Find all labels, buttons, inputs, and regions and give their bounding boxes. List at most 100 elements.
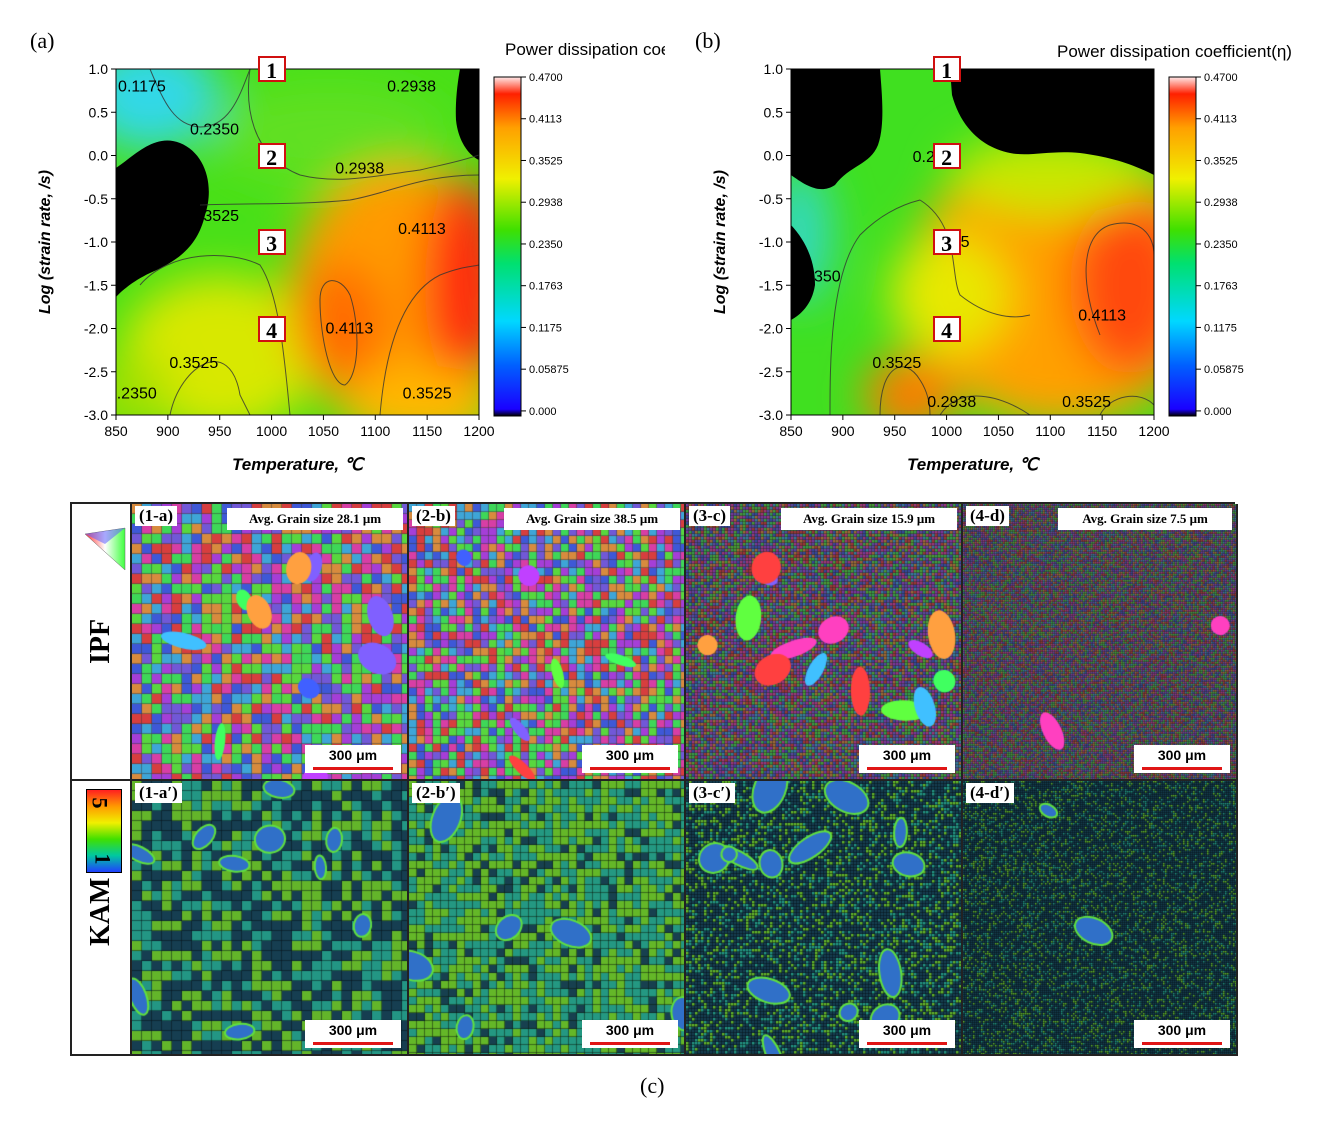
y-tick-label: -2.0 [759, 321, 783, 337]
colorbar-tick-label: 0.1175 [1204, 322, 1237, 334]
y-tick-label: -2.5 [759, 364, 783, 380]
avg-grain-size-label: Avg. Grain size 7.5 μm [1058, 508, 1232, 530]
contour-label: 0.2938 [387, 78, 436, 95]
y-tick-label: 0.0 [764, 148, 784, 164]
scale-bar-line [590, 767, 670, 770]
scale-bar-label: 300 μm [328, 747, 378, 763]
colorbar-tick-label: 0.1175 [529, 322, 562, 334]
y-tick-label: -3.0 [84, 407, 108, 423]
x-tick-label: 1000 [931, 423, 962, 439]
colorbar-tick-label: 0.2350 [1204, 239, 1238, 251]
micrograph-texture [132, 504, 407, 779]
ipf-row-label: IPF [85, 618, 116, 664]
micrograph-texture [132, 781, 407, 1054]
contour-label: 0.3525 [169, 355, 218, 372]
micrograph-texture [686, 781, 961, 1054]
y-tick-label: -0.5 [759, 191, 783, 207]
colorbar-tick-label: 0.1763 [1204, 281, 1238, 293]
x-tick-label: 900 [156, 423, 180, 439]
colorbar-tick-label: 0.2938 [529, 197, 563, 209]
y-tick-label: -0.5 [84, 191, 108, 207]
micrograph-tag: (2-b) [412, 506, 455, 526]
scale-bar: 300 μm [1134, 745, 1230, 773]
map-a-colorbar [493, 76, 522, 417]
scale-bar: 300 μm [859, 745, 955, 773]
map-b-colorbar-title: Power dissipation coefficient(η) [1057, 42, 1292, 61]
scale-bar-line [313, 767, 393, 770]
y-tick-label: -2.5 [84, 364, 108, 380]
x-axis-title: Temperature, ℃ [232, 455, 366, 474]
contour-label: 0.2938 [927, 394, 976, 411]
y-tick-label: -3.0 [759, 407, 783, 423]
condition-marker: 2 [257, 142, 286, 170]
x-tick-label: 850 [779, 423, 803, 439]
contour-label: 0.2 [913, 149, 935, 166]
micrograph-tag: (3-c) [689, 506, 731, 526]
contour-label: 0. [457, 91, 470, 108]
y-axis-title: Log (strain rate, /s) [37, 170, 54, 314]
map-a-axes: 850 900 950 1000 1050 1100 1150 1200 1.0 0.5 0.0 -0… [37, 61, 495, 474]
y-tick-label: -1.5 [84, 277, 108, 293]
kam-legend-min: 1 [90, 853, 116, 865]
x-tick-label: 1050 [983, 423, 1014, 439]
map-a-colorbar-ticks: 0.4700 0.4113 0.3525 0.2938 0.2350 0.1763 0.11… [521, 72, 569, 418]
kam-map: (4-d′) 300 μm [963, 781, 1238, 1056]
y-tick-label: 1.0 [89, 61, 109, 77]
x-tick-label: 950 [208, 423, 232, 439]
contour-label: 0.1175 [118, 78, 166, 95]
micrograph-tag: (2-b′) [412, 783, 460, 803]
contour-label: .2350 [117, 385, 157, 402]
y-tick-label: -2.0 [84, 321, 108, 337]
x-tick-label: 1100 [360, 423, 390, 439]
colorbar-tick-label: 0.4700 [529, 72, 563, 84]
avg-grain-size-label: Avg. Grain size 38.5 μm [504, 508, 680, 530]
y-tick-label: -1.0 [84, 234, 108, 250]
micrograph-texture [963, 781, 1236, 1054]
ipf-map: (2-b) Avg. Grain size 38.5 μm 300 μm [409, 504, 686, 781]
scale-bar-label: 300 μm [1157, 1022, 1207, 1038]
x-tick-label: 1050 [308, 423, 339, 439]
contour-label: 350 [814, 269, 841, 286]
kam-map: (2-b′) 300 μm [409, 781, 686, 1056]
colorbar-tick-label: 0.4113 [1204, 114, 1237, 126]
x-tick-label: 900 [831, 423, 855, 439]
scale-bar: 300 μm [859, 1020, 955, 1048]
micrograph-tag: (4-d′) [966, 783, 1014, 803]
processing-map-a: 850 900 950 1000 1050 1100 1150 1200 1.0 0.5 0.0 -0… [37, 40, 665, 474]
colorbar-tick-label: 0.3525 [1204, 155, 1238, 167]
ipf-map: (1-a) Avg. Grain size 28.1 μm 300 μm [132, 504, 409, 781]
x-tick-label: 950 [883, 423, 907, 439]
scale-bar-line [1142, 1042, 1222, 1045]
map-b-colorbar [1168, 76, 1197, 417]
colorbar-tick-label: 0.2350 [529, 239, 563, 251]
condition-marker: 1 [932, 56, 961, 83]
scale-bar: 300 μm [1134, 1020, 1230, 1048]
panel-a-label: (a) [30, 28, 55, 53]
scale-bar: 300 μm [582, 1020, 678, 1048]
processing-map-b: 850 900 950 1000 1050 1100 1150 1200 1.0 0.5 0.0 -0… [712, 42, 1292, 474]
map-b-field [791, 69, 1154, 415]
ebsd-grid: IPF 5 1 KAM (1-a) Avg. Grain size 28.1 μm… [70, 502, 1238, 1056]
map-b-axes: 850 900 950 1000 1050 1100 1150 1200 1.0 0.5 0.0 -0… [712, 61, 1170, 474]
condition-marker: 3 [257, 229, 286, 256]
kam-legend-max: 5 [87, 797, 113, 809]
scale-bar-line [867, 1042, 947, 1045]
micrograph-texture [686, 504, 961, 779]
kam-map: (1-a′) 300 μm [132, 781, 409, 1056]
contour-label: 0.2938 [335, 160, 384, 177]
colorbar-tick-label: 0.2938 [1204, 197, 1238, 209]
colorbar-tick-label: 0.000 [1204, 406, 1232, 418]
x-tick-label: 1200 [463, 423, 494, 439]
avg-grain-size-label: Avg. Grain size 28.1 μm [227, 508, 403, 530]
condition-marker: 1 [257, 56, 286, 83]
ipf-map: (4-d) Avg. Grain size 7.5 μm 300 μm [963, 504, 1238, 781]
micrograph-tag: (1-a) [135, 506, 177, 526]
x-tick-label: 1100 [1035, 423, 1065, 439]
contour-label: 0.3525 [1062, 394, 1111, 411]
scale-bar: 300 μm [305, 1020, 401, 1048]
y-tick-label: 1.0 [764, 61, 784, 77]
condition-marker: 4 [932, 315, 961, 343]
scale-bar-line [313, 1042, 393, 1045]
scale-bar-line [867, 767, 947, 770]
colorbar-tick-label: 0.4113 [529, 114, 562, 126]
